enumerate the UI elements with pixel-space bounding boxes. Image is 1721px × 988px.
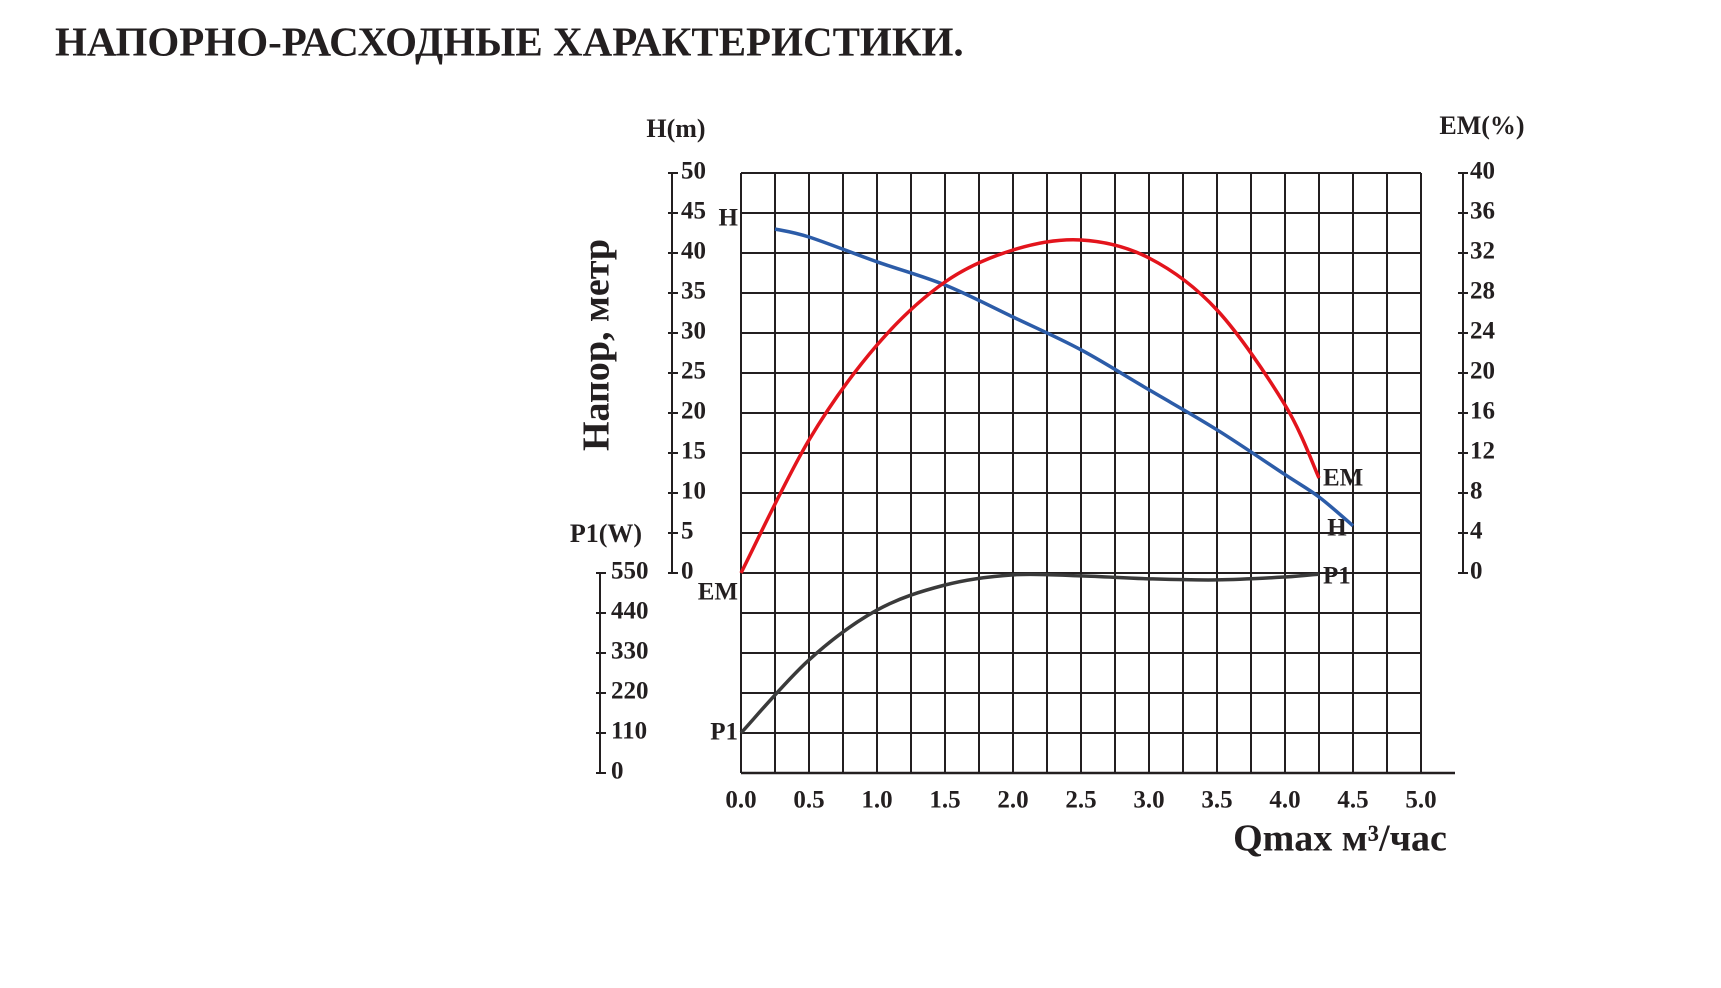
y-tick-label: 35 [681,278,706,305]
y2-tick-label: 20 [1470,358,1495,385]
y-tick-label: 50 [681,158,706,185]
x-tick-label: 2.5 [1065,787,1096,814]
y2-tick-label: 4 [1470,518,1483,545]
curve-label: P1 [710,719,738,746]
y3-tick-label: 440 [611,598,649,625]
curve-label: P1 [1323,563,1351,590]
y-tick-label: 10 [681,478,706,505]
y-tick-label: 30 [681,318,706,345]
y-axis-title: Напор, метр [576,239,618,451]
x-tick-label: 3.0 [1133,787,1164,814]
y2-tick-label: 8 [1470,478,1483,505]
y2-tick-label: 24 [1470,318,1496,345]
x-tick-label: 1.0 [861,787,892,814]
y3-axis-label: P1(W) [570,519,642,548]
y2-tick-label: 32 [1470,238,1495,265]
x-tick-label: 4.0 [1269,787,1300,814]
x-tick-label: 4.5 [1337,787,1368,814]
curve-label: H [1327,515,1347,542]
y2-tick-label: 40 [1470,158,1495,185]
y-tick-label: 5 [681,518,694,545]
y3-tick-label: 220 [611,678,649,705]
y3-tick-label: 550 [611,558,649,585]
curve-label: EM [698,579,738,606]
y3-tick-label: 330 [611,638,649,665]
x-axis-title: Qmax м³/час [1233,818,1447,860]
y2-tick-label: 12 [1470,438,1495,465]
curve-label: H [719,205,739,232]
y3-tick-label: 110 [611,718,647,745]
y-tick-label: 25 [681,358,706,385]
y3-tick-label: 0 [611,758,624,785]
y2-tick-label: 0 [1470,558,1483,585]
x-tick-label: 0.0 [725,787,756,814]
x-tick-label: 5.0 [1405,787,1436,814]
chart-title: НАПОРНО-РАСХОДНЫЕ ХАРАКТЕРИСТИКИ. [55,18,964,64]
curve [739,572,1320,735]
y2-tick-label: 36 [1470,198,1495,225]
y2-tick-label: 28 [1470,278,1495,305]
y2-tick-label: 16 [1470,398,1495,425]
y-axis-unit: H(m) [646,114,705,143]
y-tick-label: 20 [681,398,706,425]
curve-label: EM [1323,465,1363,492]
y-tick-label: 40 [681,238,706,265]
curve [774,227,1355,528]
x-tick-label: 2.0 [997,787,1028,814]
y-tick-label: 0 [681,558,694,585]
y2-axis-label: EM(%) [1439,111,1524,140]
curve [739,238,1321,574]
x-tick-label: 3.5 [1201,787,1232,814]
x-tick-label: 0.5 [793,787,824,814]
y-tick-label: 15 [681,438,706,465]
x-tick-label: 1.5 [929,787,960,814]
y-tick-label: 45 [681,198,706,225]
